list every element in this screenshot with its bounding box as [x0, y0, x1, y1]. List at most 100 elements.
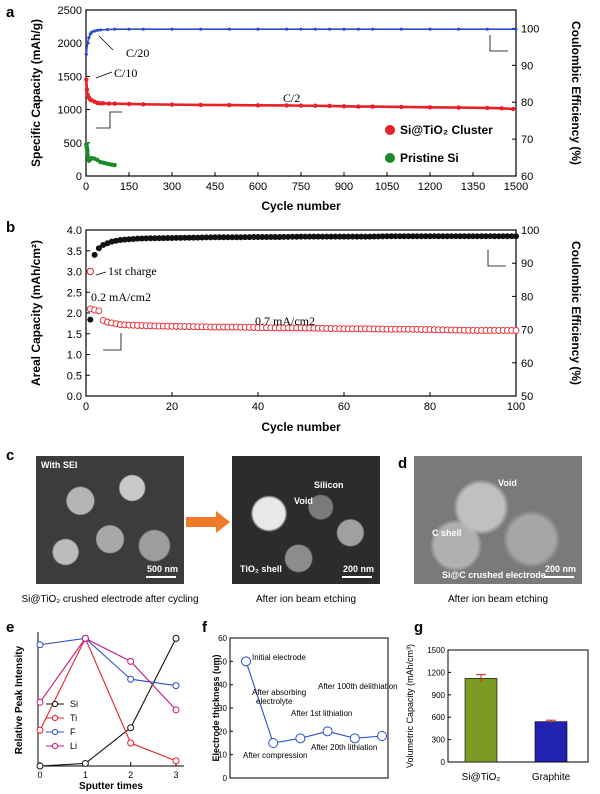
chart-f-point [295, 733, 306, 744]
chart-a-series-line-0 [84, 79, 514, 111]
chart-a-ytick-label: 2000 [58, 38, 82, 50]
chart-b-ce-point [414, 233, 421, 240]
legend-e-marker-1 [51, 714, 59, 722]
chart-b-ce-point [332, 233, 339, 240]
chart-a-xtick-label: 0 [83, 181, 89, 193]
chart-a-ylabel: Specific Capacity (mAh/g) [29, 19, 43, 167]
chart-b-y2tick-label: 70 [521, 325, 533, 337]
arrow-body [186, 517, 218, 527]
chart-b-ce-point [487, 233, 494, 240]
chart-e-xtick-label: 1 [83, 770, 88, 780]
chart-b-ce-point [319, 233, 326, 240]
chart-b-ce-point [87, 316, 94, 323]
chart-e-line-f [39, 637, 177, 687]
chart-e-point-ti [36, 726, 44, 734]
chart-g-bar [464, 678, 498, 763]
chart-b-ce-point [508, 233, 515, 240]
chart-f-ytick-label: 50 [218, 657, 227, 666]
chart-b-ce-point [229, 234, 236, 241]
chart-b-ce-point [375, 233, 382, 240]
chart-b-ce-point [263, 233, 270, 240]
chart-b-ce-point [280, 233, 287, 240]
chart-a-xtick-label: 1350 [461, 181, 485, 193]
chart-b-ce-point [427, 233, 433, 240]
chart-b-xtick-label: 40 [252, 401, 264, 413]
chart-e-xlabel: Sputter times [79, 781, 143, 792]
chart-b-ytick-label: 3.0 [67, 267, 82, 279]
chart-a-y2ticks: 60 70 80 90 100 [512, 23, 539, 183]
chart-b-ce-point [199, 234, 206, 241]
chart-a-xtick-label: 150 [120, 181, 138, 193]
chart-b-ce-point [169, 234, 175, 241]
chart-e-point-ti [172, 757, 180, 765]
sem-d-label-void: Void [498, 478, 517, 488]
chart-b-y2label: Coulombic Efficiency (%) [569, 241, 583, 385]
chart-e-point-f [36, 641, 44, 649]
chart-e-point-li [127, 657, 135, 665]
chart-b-annot-02: 0.2 mA/cm2 [91, 290, 151, 304]
chart-b-ce-point [461, 233, 468, 240]
chart-b-ce-point [246, 234, 253, 241]
chart-f-annot-5: After 100th delithiation [318, 682, 398, 691]
chart-b-ce-point [366, 233, 373, 240]
chart-a-y2tick-label: 70 [521, 134, 533, 146]
chart-g-frame [447, 649, 589, 763]
chart-f-marks [241, 656, 387, 748]
chart-a-yticks: 0 500 1000 1500 2000 2500 [58, 5, 90, 183]
chart-b-ce-point [341, 233, 347, 240]
chart-b-ytick-label: 1.0 [67, 350, 82, 362]
chart-f-annot-0: Initial electrode [252, 653, 306, 662]
chart-b-ce-point [478, 233, 485, 240]
chart-b-ce-point [504, 233, 511, 240]
chart-g-ytick-label: 600 [432, 713, 446, 722]
panel-letter-e: e [6, 619, 14, 636]
chart-e-ylabel: Relative Peak Intensity [14, 645, 25, 754]
sem-c1-scalebar-label: 500 nm [146, 564, 178, 574]
chart-b-ce-point [384, 233, 390, 240]
chart-b-ytick-label: 2.0 [67, 308, 82, 320]
chart-a-y2tick-label: 90 [521, 60, 533, 72]
sem-c1-scalebar [146, 576, 176, 578]
chart-b-xtick-label: 20 [166, 401, 178, 413]
panel-letter-b: b [6, 219, 15, 236]
legend-a-marker-1 [385, 153, 395, 163]
chart-b-ce-point [220, 234, 227, 241]
chart-b-ce-point [482, 233, 489, 240]
chart-b-ce-point [315, 233, 322, 240]
chart-e-line-li [39, 637, 177, 711]
chart-a-y2tick-label: 80 [521, 97, 533, 109]
chart-f-annot-2b: electrolyte [256, 697, 293, 706]
chart-a-c10-pointer [95, 71, 113, 79]
chart-b-first-pointer [95, 271, 107, 276]
chart-a-y2tick-label: 60 [521, 171, 533, 183]
chart-b-ce-point [470, 233, 476, 240]
chart-a-series-line-1 [85, 143, 115, 167]
chart-a-marks [84, 27, 518, 168]
chart-a-xtick-label: 300 [163, 181, 181, 193]
chart-b-y2tick-label: 50 [521, 391, 533, 403]
chart-f-point [268, 738, 279, 748]
chart-a-xtick-label: 1050 [375, 181, 399, 193]
chart-f-yticks: 0 10 20 30 40 50 60 [218, 634, 233, 783]
chart-f-annot-3: After 1st lithiation [291, 709, 352, 718]
chart-b-ce-point [405, 233, 412, 240]
chart-f-ytick-label: 40 [218, 681, 227, 690]
chart-b-ce-point [160, 235, 167, 242]
chart-b-y2tick-label: 80 [521, 291, 533, 303]
chart-b-ce-point [435, 233, 442, 240]
chart-a-xtick-label: 1200 [418, 181, 442, 193]
chart-e-xtick-label: 2 [128, 770, 133, 780]
chart-b-ce-point [95, 245, 102, 252]
chart-e-point-si [81, 759, 89, 767]
chart-b-ce-point [250, 234, 257, 241]
chart-e-point-f [172, 682, 180, 690]
chart-f-ylabel: Electrode thickness (um) [211, 654, 221, 761]
sem-d-scalebar [544, 576, 574, 578]
chart-b-ce-point [207, 234, 214, 241]
chart-g-category-label: Graphite [532, 772, 571, 783]
chart-b-y2tick-label: 100 [521, 225, 539, 237]
chart-b-ytick-label: 0.0 [67, 391, 82, 403]
chart-b-frame [85, 229, 517, 397]
chart-a-ytick-label: 1000 [58, 105, 82, 117]
legend-a-label-0: Si@TiO₂ Cluster [400, 123, 493, 137]
